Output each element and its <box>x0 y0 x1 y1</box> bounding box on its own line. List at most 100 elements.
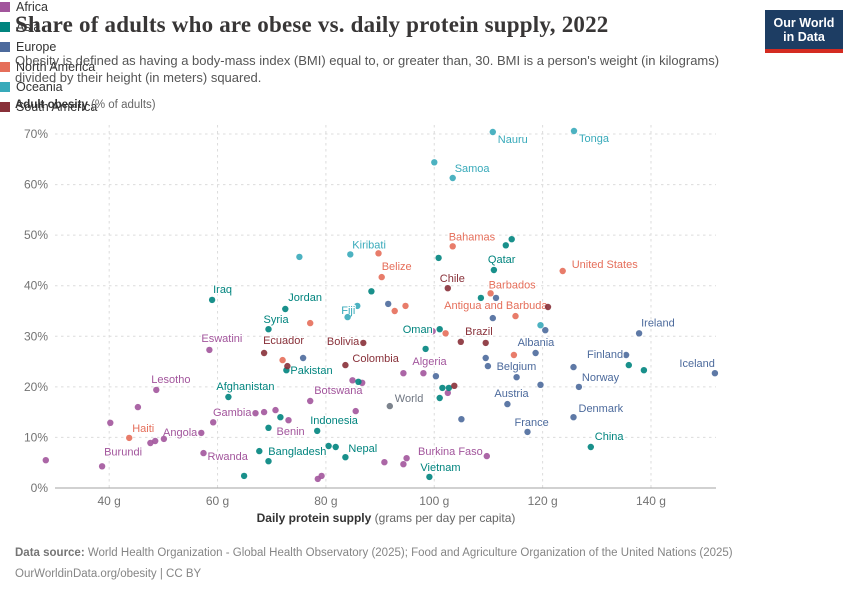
data-point-chile[interactable] <box>444 285 451 292</box>
data-point-africa[interactable] <box>381 459 388 466</box>
data-point-europe[interactable] <box>385 300 392 308</box>
data-point-bangladesh[interactable] <box>256 447 263 455</box>
owid-logo[interactable]: Our World in Data <box>765 10 843 53</box>
data-point-north-america[interactable] <box>442 330 449 337</box>
data-point-north-america[interactable] <box>307 319 314 327</box>
data-point-austria[interactable] <box>504 400 511 408</box>
data-point-france[interactable] <box>524 428 531 436</box>
data-point-vietnam[interactable] <box>426 473 433 481</box>
data-point-europe[interactable] <box>570 363 577 371</box>
data-point-asia[interactable] <box>265 424 272 431</box>
data-point-nauru[interactable] <box>489 128 496 136</box>
data-point-kiribati[interactable] <box>347 251 354 258</box>
data-point-africa[interactable] <box>318 472 325 480</box>
data-point-united-states[interactable] <box>559 267 566 275</box>
data-point-jordan[interactable] <box>282 305 289 313</box>
data-point-africa[interactable] <box>42 457 49 464</box>
data-point-samoa[interactable] <box>449 174 456 182</box>
legend-item-north-america[interactable]: North America <box>0 60 850 74</box>
data-point-asia[interactable] <box>436 394 443 402</box>
legend-item-south-america[interactable]: South America <box>0 100 850 114</box>
data-point-asia[interactable] <box>265 458 272 465</box>
data-point-bolivia[interactable] <box>360 339 367 347</box>
data-point-africa[interactable] <box>429 328 436 335</box>
data-point-oceania[interactable] <box>296 253 303 261</box>
data-point-asia[interactable] <box>332 443 339 451</box>
data-point-africa[interactable] <box>352 407 359 415</box>
data-point-finland[interactable] <box>622 351 630 359</box>
data-point-afghanistan[interactable] <box>225 393 232 401</box>
data-point-asia[interactable] <box>477 294 485 302</box>
data-point-bahamas[interactable] <box>449 243 456 250</box>
data-point-benin[interactable] <box>285 417 292 424</box>
data-point-europe[interactable] <box>458 416 465 423</box>
data-point-lesotho[interactable] <box>153 386 160 394</box>
data-point-oceania[interactable] <box>344 313 351 321</box>
data-point-south-america[interactable] <box>457 338 464 345</box>
data-point-asia[interactable] <box>277 414 284 421</box>
data-point-africa[interactable] <box>272 406 279 414</box>
data-point-africa[interactable] <box>134 403 142 411</box>
data-point-china[interactable] <box>587 443 594 451</box>
data-point-ireland[interactable] <box>635 330 643 337</box>
data-point-africa[interactable] <box>210 419 217 426</box>
data-point-qatar[interactable] <box>490 266 498 274</box>
data-point-syria[interactable] <box>265 326 272 333</box>
data-point-albania[interactable] <box>532 349 539 357</box>
data-point-indonesia[interactable] <box>314 427 321 435</box>
data-point-north-america[interactable] <box>279 356 286 364</box>
data-point-africa[interactable] <box>444 389 451 397</box>
data-point-europe[interactable] <box>432 373 440 380</box>
data-point-angola[interactable] <box>198 429 205 437</box>
data-point-ecuador[interactable] <box>260 349 268 357</box>
data-point-asia[interactable] <box>422 345 429 353</box>
data-point-asia[interactable] <box>435 254 442 262</box>
data-point-north-america[interactable] <box>375 250 382 257</box>
data-point-tonga[interactable] <box>570 127 578 135</box>
data-point-asia[interactable] <box>368 288 375 295</box>
legend-item-oceania[interactable]: Oceania <box>0 80 850 94</box>
data-point-asia[interactable] <box>625 361 632 369</box>
data-point-iraq[interactable] <box>208 296 216 304</box>
data-point-norway[interactable] <box>575 383 583 391</box>
data-point-barbados[interactable] <box>487 290 494 297</box>
data-point-belgium[interactable] <box>513 374 520 381</box>
data-point-europe[interactable] <box>489 314 496 322</box>
data-point-gambia[interactable] <box>252 410 259 417</box>
data-point-asia[interactable] <box>240 472 248 480</box>
data-point-botswana[interactable] <box>307 397 314 405</box>
data-point-south-america[interactable] <box>284 362 291 370</box>
data-point-belize[interactable] <box>378 273 385 281</box>
data-point-asia[interactable] <box>445 384 453 392</box>
data-point-africa[interactable] <box>152 437 159 445</box>
data-point-south-america[interactable] <box>451 382 458 389</box>
data-point-asia[interactable] <box>325 442 332 450</box>
data-point-burkina-faso[interactable] <box>483 452 490 460</box>
data-point-europe[interactable] <box>537 381 544 388</box>
legend-item-africa[interactable]: Africa <box>0 0 850 14</box>
data-point-europe[interactable] <box>484 362 492 370</box>
data-point-asia[interactable] <box>439 384 446 392</box>
data-point-africa[interactable] <box>260 408 268 416</box>
data-point-africa[interactable] <box>403 455 410 462</box>
data-point-world[interactable] <box>386 402 393 410</box>
data-point-oceania[interactable] <box>537 322 544 329</box>
data-point-oceania[interactable] <box>431 159 438 166</box>
data-point-rwanda[interactable] <box>200 449 207 457</box>
data-point-brazil[interactable] <box>482 339 489 347</box>
data-point-north-america[interactable] <box>402 302 409 310</box>
data-point-eswatini[interactable] <box>206 346 213 354</box>
data-point-south-america[interactable] <box>544 303 552 311</box>
data-point-iceland[interactable] <box>711 370 719 377</box>
data-point-africa[interactable] <box>349 377 356 384</box>
data-point-europe[interactable] <box>299 354 307 362</box>
data-point-nepal[interactable] <box>342 454 349 461</box>
data-point-asia[interactable] <box>355 378 362 385</box>
data-point-north-america[interactable] <box>510 351 518 359</box>
legend-item-europe[interactable]: Europe <box>0 40 850 54</box>
data-point-asia[interactable] <box>508 236 515 243</box>
data-point-africa[interactable] <box>400 461 407 468</box>
data-point-africa[interactable] <box>107 419 114 426</box>
data-point-asia[interactable] <box>502 242 509 249</box>
data-point-europe[interactable] <box>492 294 500 302</box>
